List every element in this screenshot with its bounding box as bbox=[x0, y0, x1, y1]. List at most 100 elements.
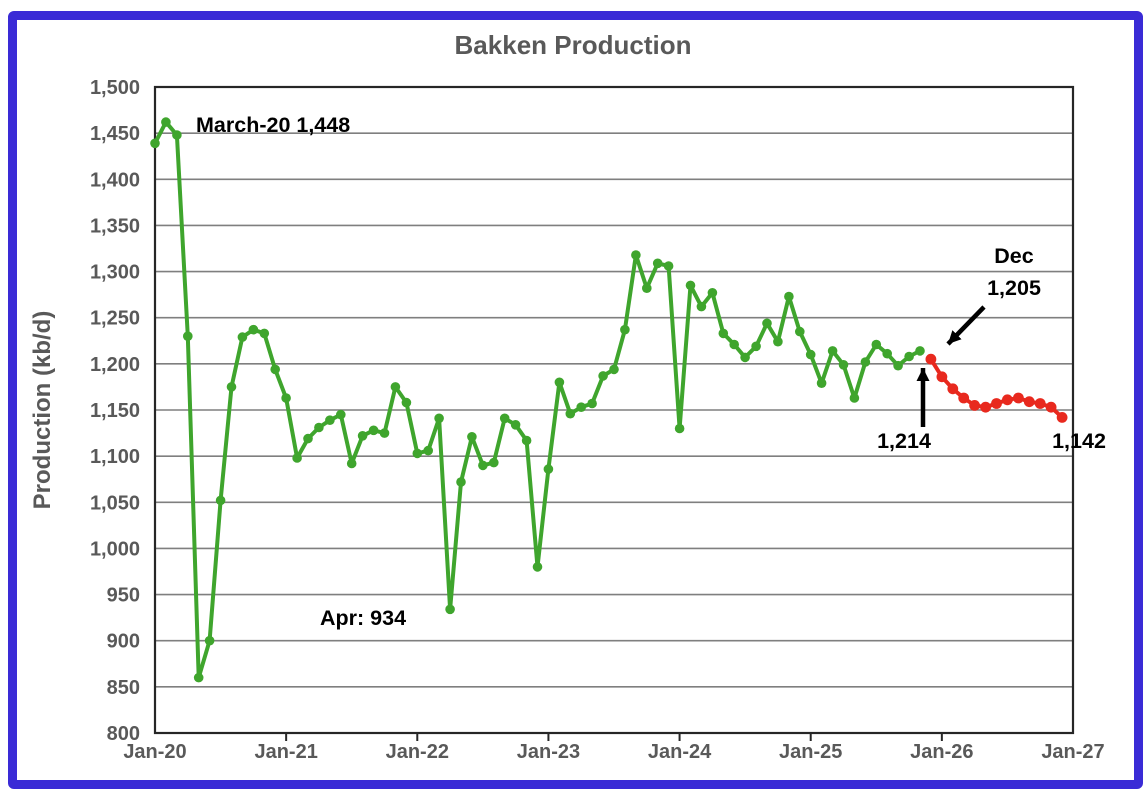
y-axis-tick-label: 1,250 bbox=[90, 308, 140, 330]
data-point-actual bbox=[576, 402, 586, 413]
y-axis-tick-label: 1,000 bbox=[90, 538, 140, 560]
data-point-actual bbox=[587, 398, 597, 409]
data-point-actual bbox=[784, 291, 794, 302]
data-point-actual bbox=[827, 346, 838, 356]
data-point-actual bbox=[510, 420, 521, 430]
data-point-actual bbox=[204, 635, 215, 646]
data-point-actual bbox=[773, 336, 783, 347]
data-point-actual bbox=[609, 364, 619, 375]
y-axis-title: Production (kb/d) bbox=[29, 311, 56, 510]
data-point-actual bbox=[532, 562, 543, 572]
data-point-actual bbox=[642, 283, 652, 294]
data-point-actual bbox=[849, 393, 860, 403]
data-point-actual bbox=[663, 261, 674, 271]
data-point-actual bbox=[357, 431, 368, 441]
data-point-actual bbox=[412, 448, 423, 459]
annotation-label: Dec bbox=[994, 244, 1033, 268]
data-point-actual bbox=[543, 464, 554, 474]
data-point-actual bbox=[707, 288, 718, 298]
data-point-actual bbox=[915, 346, 925, 356]
y-axis-tick-label: 1,450 bbox=[90, 123, 140, 145]
data-point-forecast bbox=[1023, 396, 1035, 408]
data-point-actual bbox=[499, 413, 510, 424]
data-point-actual bbox=[325, 415, 335, 426]
annotation-label: 1,142 bbox=[1052, 429, 1106, 453]
data-point-actual bbox=[762, 318, 772, 329]
data-point-actual bbox=[598, 371, 608, 381]
y-axis-tick-label: 1,300 bbox=[90, 262, 140, 284]
data-point-forecast bbox=[1056, 412, 1068, 423]
data-point-actual bbox=[270, 364, 281, 375]
y-axis-tick-label: 800 bbox=[107, 723, 140, 745]
data-point-actual bbox=[150, 138, 160, 149]
data-point-actual bbox=[314, 422, 324, 433]
data-point-actual bbox=[893, 360, 903, 371]
x-axis-tick-label: Jan-26 bbox=[910, 741, 973, 763]
data-point-forecast bbox=[936, 371, 948, 383]
data-point-actual bbox=[554, 377, 565, 388]
data-point-actual bbox=[445, 604, 455, 615]
data-point-actual bbox=[336, 409, 346, 420]
y-axis-tick-label: 1,400 bbox=[90, 169, 140, 191]
data-point-actual bbox=[368, 425, 379, 436]
data-point-actual bbox=[215, 495, 226, 506]
data-point-actual bbox=[620, 324, 630, 335]
data-point-forecast bbox=[969, 400, 980, 411]
x-axis-tick-label: Jan-27 bbox=[1041, 741, 1104, 763]
y-axis-tick-label: 950 bbox=[107, 585, 140, 607]
y-axis-tick-label: 1,150 bbox=[90, 400, 140, 422]
data-point-actual bbox=[478, 460, 488, 471]
annotation-label: Apr: 934 bbox=[320, 606, 406, 630]
data-point-actual bbox=[161, 117, 171, 127]
data-point-forecast bbox=[1002, 394, 1013, 406]
data-point-forecast bbox=[1013, 392, 1024, 404]
data-point-actual bbox=[467, 432, 477, 442]
y-axis-tick-label: 1,200 bbox=[90, 354, 140, 376]
data-point-actual bbox=[248, 324, 259, 335]
data-point-actual bbox=[379, 428, 390, 438]
data-point-actual bbox=[871, 339, 882, 350]
plot-border bbox=[153, 85, 1075, 735]
y-axis-tick-label: 1,350 bbox=[90, 215, 140, 237]
data-point-actual bbox=[882, 348, 892, 359]
annotation-label: 1,205 bbox=[987, 276, 1041, 300]
chart-title: Bakken Production bbox=[455, 30, 692, 60]
data-point-actual bbox=[226, 382, 237, 392]
data-point-forecast bbox=[991, 398, 1002, 409]
data-point-actual bbox=[521, 435, 532, 446]
data-point-actual bbox=[729, 339, 739, 350]
y-axis-tick-label: 900 bbox=[107, 631, 140, 653]
y-axis-tick-label: 1,500 bbox=[90, 77, 140, 99]
data-point-actual bbox=[631, 250, 641, 260]
data-point-actual bbox=[434, 413, 444, 424]
data-point-forecast bbox=[1034, 398, 1046, 409]
data-point-actual bbox=[565, 408, 576, 419]
data-point-actual bbox=[259, 328, 270, 339]
plot-area: 800 850 900 950 1,000 1,050 1,100 1,150 1,200 1,2… bbox=[90, 77, 1106, 763]
annotation-label: 1,214 bbox=[877, 429, 931, 453]
data-point-actual bbox=[390, 382, 401, 392]
data-point-forecast bbox=[1045, 401, 1057, 413]
x-axis-tick-label: Jan-23 bbox=[517, 741, 580, 763]
data-point-actual bbox=[805, 349, 816, 360]
data-point-actual bbox=[401, 397, 412, 408]
data-point-forecast bbox=[925, 353, 937, 365]
data-point-actual bbox=[193, 672, 204, 683]
data-point-actual bbox=[696, 301, 707, 312]
x-axis-tick-label: Jan-24 bbox=[648, 741, 712, 763]
data-point-actual bbox=[718, 328, 729, 339]
y-axis-tick-label: 850 bbox=[107, 677, 140, 699]
x-axis-tick-label: Jan-25 bbox=[779, 741, 842, 763]
data-point-actual bbox=[456, 477, 466, 487]
x-axis-tick-label: Jan-20 bbox=[123, 741, 186, 763]
data-point-actual bbox=[652, 258, 663, 269]
data-point-actual bbox=[685, 280, 696, 291]
data-point-actual bbox=[795, 326, 805, 337]
data-point-actual bbox=[237, 332, 248, 342]
x-axis-tick-label: Jan-21 bbox=[254, 741, 317, 763]
data-point-actual bbox=[816, 378, 827, 389]
data-point-actual bbox=[740, 352, 750, 363]
data-point-actual bbox=[838, 360, 849, 370]
data-point-actual bbox=[751, 341, 761, 352]
